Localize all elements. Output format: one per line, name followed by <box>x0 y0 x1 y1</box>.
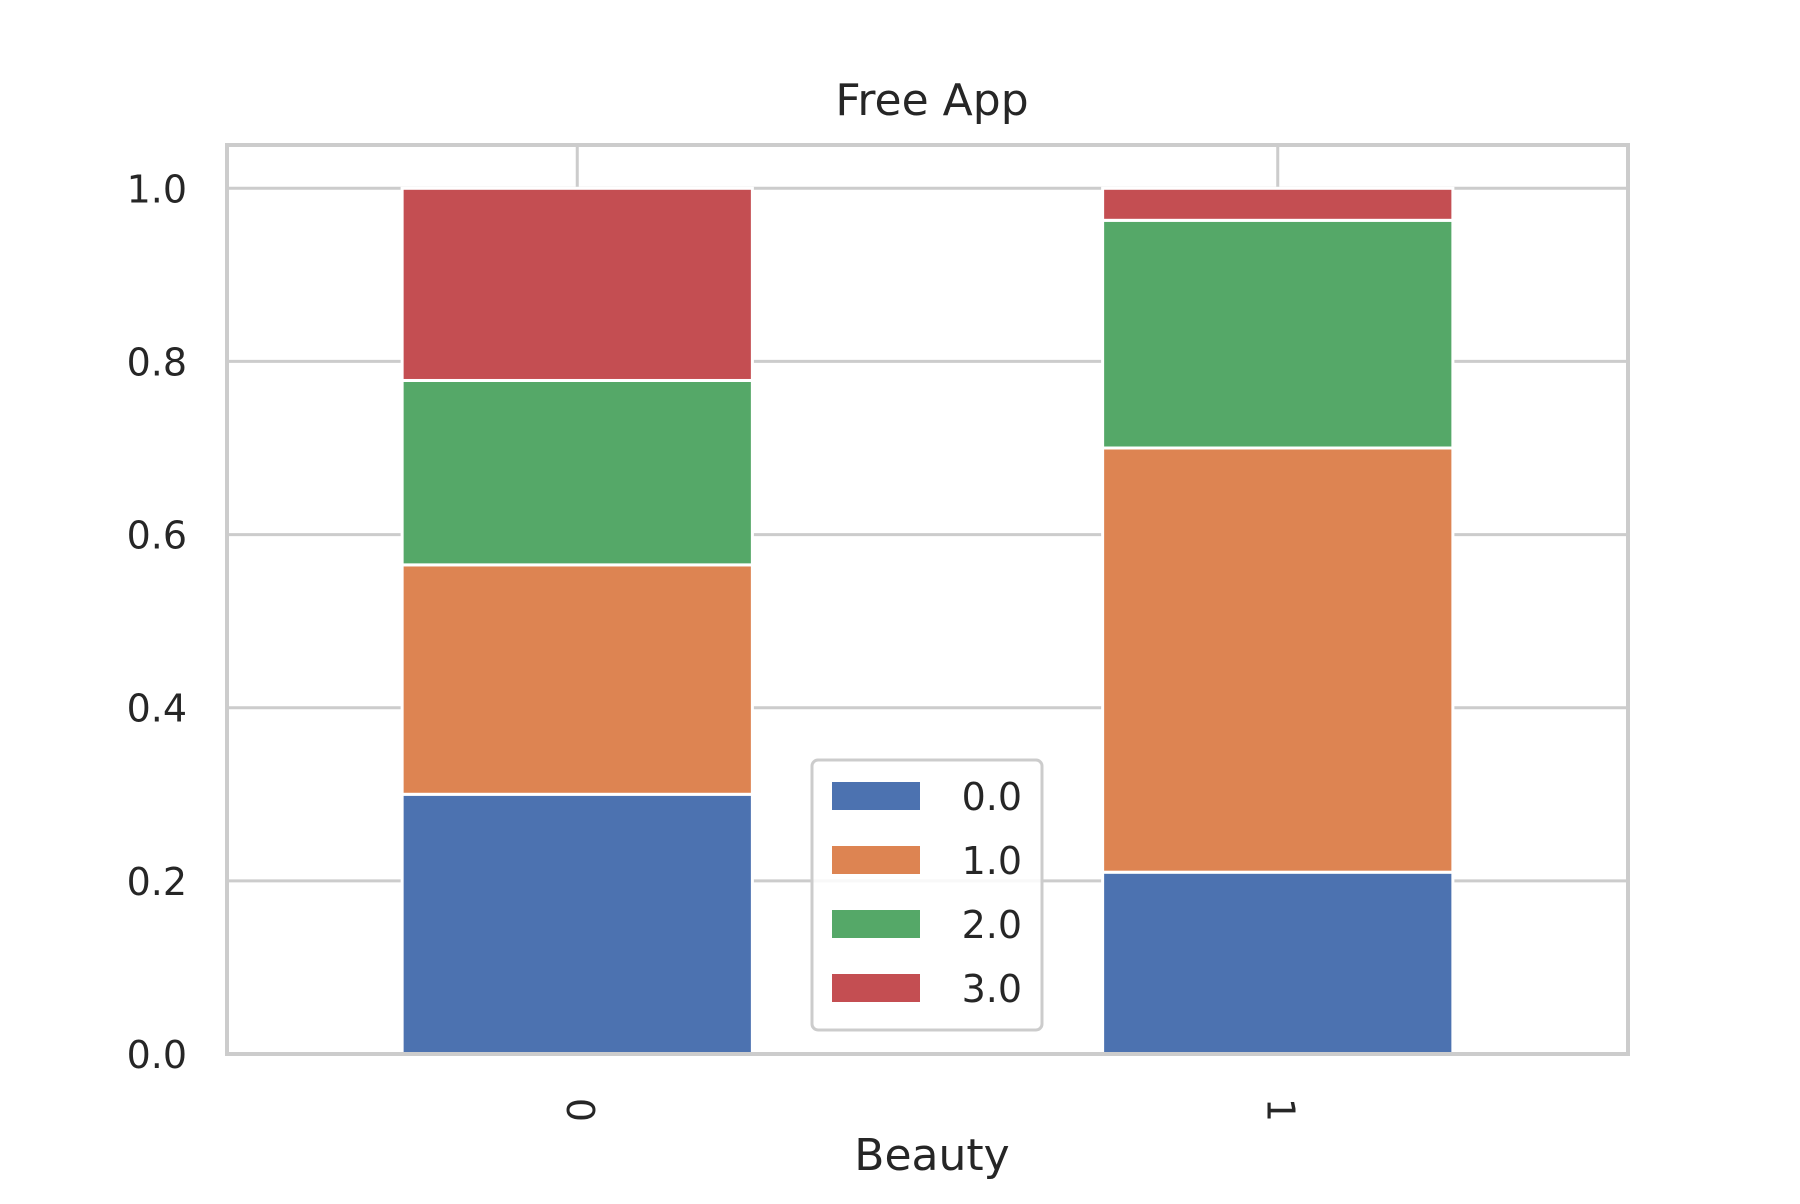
x-tick-label: 1 <box>1258 1098 1302 1122</box>
legend-swatch <box>832 782 920 810</box>
bar-segment <box>400 792 754 1056</box>
legend-swatch <box>832 846 920 874</box>
y-tick-label: 0.2 <box>127 860 187 904</box>
y-tick-label: 0.8 <box>127 340 187 384</box>
legend-swatch <box>832 974 920 1002</box>
chart-title: Free App <box>835 75 1028 126</box>
y-tick-label: 0.0 <box>127 1033 187 1077</box>
bar-segment <box>400 563 754 796</box>
legend-box <box>810 758 1044 1032</box>
bar-segment <box>400 378 754 567</box>
plot-frame <box>225 143 1630 1056</box>
x-tick-label: 0 <box>558 1098 602 1122</box>
bar-segment <box>1101 870 1455 1056</box>
bar-segment <box>1101 186 1455 222</box>
y-tick-label: 0.4 <box>127 687 187 731</box>
axes-layer <box>225 143 1630 1056</box>
legend-label: 3.0 <box>962 967 1022 1011</box>
legend-label: 2.0 <box>962 903 1022 947</box>
bars-layer <box>400 186 1455 1056</box>
x-axis-label: Beauty <box>854 1130 1009 1181</box>
legend: 0.0 1.0 2.0 3.0 <box>810 758 1044 1032</box>
legend-swatch <box>832 910 920 938</box>
legend-label: 0.0 <box>962 775 1022 819</box>
bar-segment <box>1101 218 1455 450</box>
y-tick-label: 0.6 <box>127 514 187 558</box>
y-tick-label: 1.0 <box>127 167 187 211</box>
tick-labels-layer: 0.0 0.2 0.4 0.6 0.8 1.0 0 1 <box>127 167 1303 1122</box>
legend-label: 1.0 <box>962 839 1022 883</box>
bar-segment <box>400 186 754 382</box>
bar-segment <box>1101 446 1455 874</box>
